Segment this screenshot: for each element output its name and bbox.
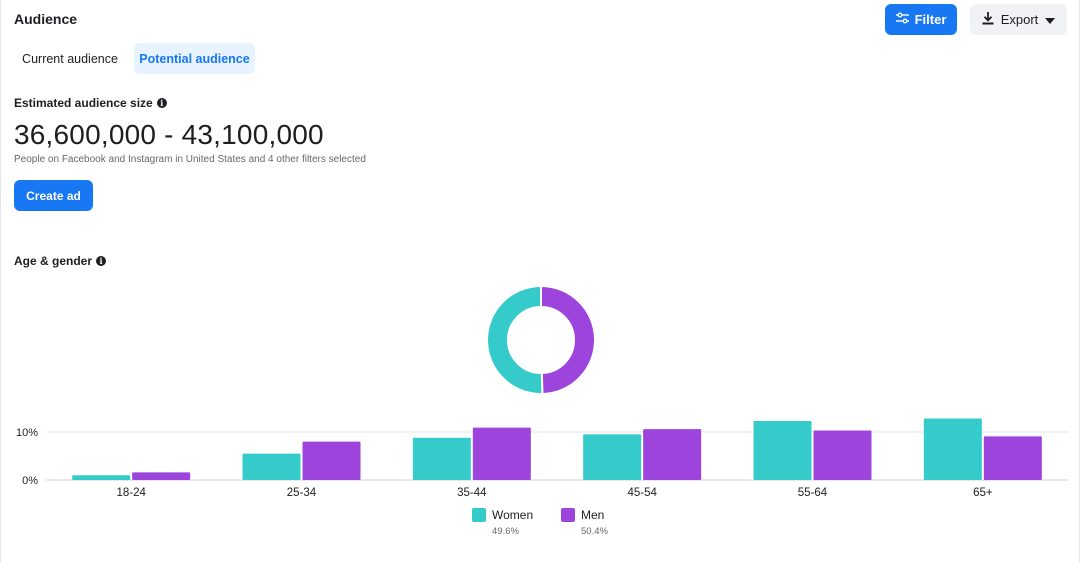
bar-women-45-54 <box>583 434 642 480</box>
bar-men-35-44 <box>472 427 531 480</box>
bar-women-25-34 <box>242 453 301 480</box>
legend-item-men[interactable]: Men 50.4% <box>561 508 608 537</box>
export-button[interactable]: Export <box>970 4 1067 35</box>
bar-men-25-34 <box>302 441 361 480</box>
women-swatch <box>472 508 486 522</box>
men-swatch <box>561 508 575 522</box>
x-tick-label: 25-34 <box>287 487 317 499</box>
info-icon[interactable]: i <box>156 98 167 108</box>
bar-men-55-64 <box>813 430 872 480</box>
x-tick-label: 45-54 <box>627 487 657 499</box>
donut-slice-women <box>540 284 596 396</box>
y-tick-label: 10% <box>16 427 38 439</box>
bar-men-18-24 <box>132 472 191 480</box>
page-title: Audience <box>14 11 78 27</box>
bar-men-45-54 <box>643 429 702 480</box>
export-label: Export <box>1000 12 1039 27</box>
bar-women-35-44 <box>412 437 471 480</box>
info-icon[interactable]: i <box>96 256 107 266</box>
caret-down-icon <box>1045 12 1056 27</box>
filter-label: Filter <box>914 12 947 27</box>
create-ad-button[interactable]: Create ad <box>14 180 93 211</box>
sliders-icon <box>895 12 909 27</box>
legend-item-women[interactable]: Women 49.6% <box>472 508 533 537</box>
x-tick-label: 65+ <box>973 487 993 499</box>
audience-size-heading: Estimated audience size i <box>14 96 167 110</box>
age-gender-chart: 0% 10% 18-24 25-34 35-44 45-54 55-64 65+ <box>16 284 1068 499</box>
x-tick-label: 18-24 <box>116 487 146 499</box>
bar-women-65+ <box>923 418 982 480</box>
age-gender-heading: Age & gender i <box>14 254 107 268</box>
bar-women-55-64 <box>753 420 812 480</box>
bar-men-65+ <box>983 436 1042 480</box>
tab-potential-audience[interactable]: Potential audience <box>134 43 255 74</box>
audience-size-description: People on Facebook and Instagram in Unit… <box>14 154 366 165</box>
women-percent: 49.6% <box>492 526 519 537</box>
download-icon <box>982 11 994 28</box>
filter-button[interactable]: Filter <box>885 4 957 35</box>
x-tick-label: 55-64 <box>798 487 828 499</box>
bar-women-18-24 <box>72 475 131 480</box>
donut-slice-men <box>486 284 544 395</box>
audience-size-value: 36,600,000 - 43,100,000 <box>14 119 324 150</box>
y-tick-label: 0% <box>22 475 38 487</box>
tab-current-audience[interactable]: Current audience <box>22 51 118 66</box>
x-tick-label: 35-44 <box>457 487 487 499</box>
men-percent: 50.4% <box>581 526 608 537</box>
